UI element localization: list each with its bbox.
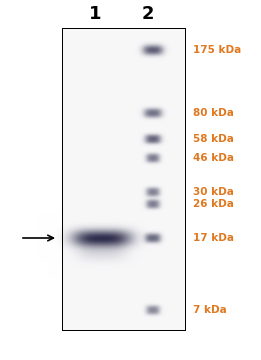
Text: 46 kDa: 46 kDa bbox=[193, 153, 234, 163]
Text: 175 kDa: 175 kDa bbox=[193, 45, 241, 55]
Text: 26 kDa: 26 kDa bbox=[193, 199, 234, 209]
Text: 58 kDa: 58 kDa bbox=[193, 134, 234, 144]
Text: 7 kDa: 7 kDa bbox=[193, 305, 227, 315]
Text: 2: 2 bbox=[142, 5, 154, 23]
Text: 80 kDa: 80 kDa bbox=[193, 108, 234, 118]
Text: 1: 1 bbox=[89, 5, 101, 23]
Text: 17 kDa: 17 kDa bbox=[193, 233, 234, 243]
Text: 30 kDa: 30 kDa bbox=[193, 187, 234, 197]
